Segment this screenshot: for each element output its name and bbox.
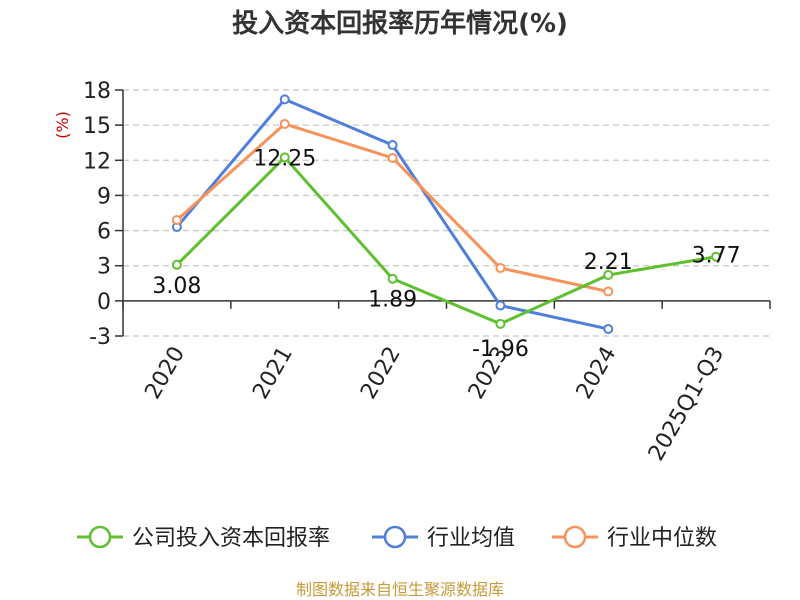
- y-tick-label: 15: [83, 114, 111, 139]
- data-point[interactable]: [387, 273, 398, 284]
- legend-label: 行业均值: [427, 526, 515, 551]
- data-labels: 3.08 12.25 1.89 -1.96 2.21 3.77: [152, 146, 740, 361]
- x-tick-label: 2024: [572, 343, 622, 404]
- legend-marker: [563, 525, 587, 549]
- data-label: 3.77: [692, 244, 741, 269]
- x-tick-label: 2025Q1-Q3: [644, 343, 729, 466]
- data-point[interactable]: [279, 118, 290, 129]
- data-label: 3.08: [152, 274, 201, 299]
- data-label: 2.21: [584, 250, 633, 275]
- series-line: [175, 155, 717, 326]
- data-point[interactable]: [387, 140, 398, 151]
- y-tick-label: 6: [97, 220, 111, 245]
- x-tick-label: 2020: [140, 343, 190, 404]
- legend-marker: [88, 525, 112, 549]
- chart-title: 投入资本回报率历年情况(%): [232, 8, 568, 39]
- data-point[interactable]: [171, 215, 182, 226]
- legend-item[interactable]: 行业中位数: [552, 525, 717, 551]
- data-label: 12.25: [253, 146, 316, 171]
- series-lines: [171, 94, 722, 334]
- y-tick-label: 0: [97, 290, 111, 315]
- x-tick-label: 2022: [356, 343, 406, 404]
- y-axis-unit: (%): [53, 111, 72, 139]
- legend-label: 公司投入资本回报率: [132, 526, 330, 551]
- data-point[interactable]: [387, 152, 398, 163]
- y-tick-label: 18: [83, 79, 111, 104]
- data-point[interactable]: [603, 286, 614, 297]
- grid: [123, 89, 770, 337]
- data-point[interactable]: [603, 323, 614, 334]
- source-note: 制图数据来自恒生聚源数据库: [296, 580, 504, 599]
- legend-marker: [383, 525, 407, 549]
- y-tick-label: 12: [83, 149, 111, 174]
- data-label: 1.89: [368, 288, 417, 313]
- legend-item[interactable]: 公司投入资本回报率: [77, 525, 330, 551]
- legend[interactable]: 公司投入资本回报率 行业均值 行业中位数: [77, 525, 717, 551]
- data-point[interactable]: [711, 251, 722, 262]
- data-label: -1.96: [472, 337, 529, 362]
- x-tick-label: 2021: [248, 343, 298, 404]
- legend-item[interactable]: 行业均值: [372, 525, 515, 551]
- y-tick-label: 3: [97, 255, 111, 280]
- data-point[interactable]: [495, 263, 506, 274]
- data-point[interactable]: [495, 300, 506, 311]
- legend-label: 行业中位数: [607, 526, 717, 551]
- y-tick-label: -3: [89, 325, 111, 350]
- data-point[interactable]: [279, 152, 290, 163]
- y-tick-label: 9: [97, 184, 111, 209]
- data-point[interactable]: [495, 318, 506, 329]
- data-point[interactable]: [171, 259, 182, 270]
- data-point[interactable]: [603, 269, 614, 280]
- data-point[interactable]: [279, 94, 290, 105]
